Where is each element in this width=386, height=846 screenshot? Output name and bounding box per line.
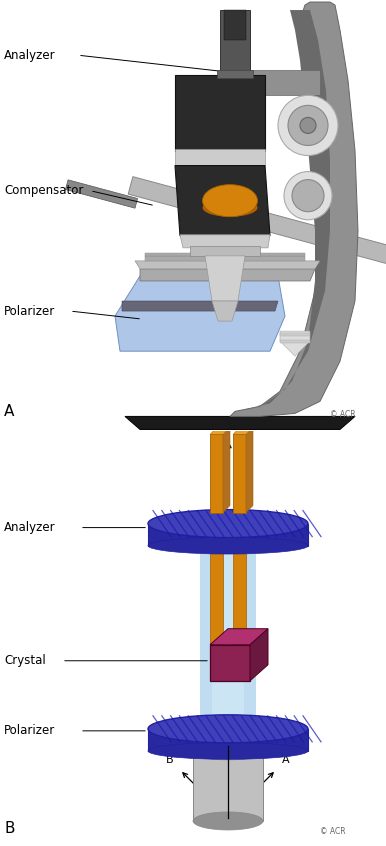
Polygon shape — [175, 149, 265, 166]
FancyBboxPatch shape — [210, 645, 250, 681]
Polygon shape — [230, 2, 358, 416]
Text: Analyzer: Analyzer — [4, 49, 56, 62]
Polygon shape — [210, 427, 230, 435]
FancyBboxPatch shape — [200, 515, 256, 746]
Ellipse shape — [193, 812, 263, 830]
Polygon shape — [245, 10, 330, 409]
Ellipse shape — [193, 742, 263, 760]
Polygon shape — [230, 70, 320, 96]
Text: A: A — [4, 404, 14, 420]
Polygon shape — [115, 276, 285, 351]
FancyBboxPatch shape — [233, 435, 246, 513]
FancyBboxPatch shape — [280, 340, 310, 343]
Ellipse shape — [148, 715, 308, 743]
Ellipse shape — [203, 184, 257, 217]
Polygon shape — [217, 70, 253, 79]
Text: Crystal: Crystal — [4, 654, 46, 667]
Polygon shape — [212, 301, 238, 321]
FancyBboxPatch shape — [128, 177, 386, 268]
Text: Compensator: Compensator — [4, 184, 83, 197]
FancyBboxPatch shape — [145, 253, 305, 255]
Circle shape — [284, 172, 332, 220]
FancyBboxPatch shape — [148, 524, 308, 546]
Text: Polarizer: Polarizer — [4, 724, 55, 738]
Circle shape — [288, 106, 328, 146]
Text: A: A — [282, 755, 290, 765]
Text: © ACR: © ACR — [320, 827, 345, 836]
Ellipse shape — [148, 509, 308, 537]
Polygon shape — [246, 427, 253, 513]
Ellipse shape — [203, 199, 257, 217]
Polygon shape — [122, 301, 278, 311]
Polygon shape — [210, 629, 268, 645]
Text: © ACR: © ACR — [330, 410, 356, 420]
Polygon shape — [233, 427, 253, 435]
Polygon shape — [140, 269, 315, 281]
Polygon shape — [223, 427, 230, 513]
Polygon shape — [220, 10, 250, 75]
Text: Polarizer: Polarizer — [4, 305, 55, 317]
FancyBboxPatch shape — [233, 546, 246, 671]
FancyBboxPatch shape — [210, 546, 223, 671]
FancyBboxPatch shape — [66, 180, 137, 208]
Polygon shape — [250, 629, 268, 681]
Ellipse shape — [148, 537, 308, 554]
FancyBboxPatch shape — [145, 255, 305, 261]
Circle shape — [300, 118, 316, 134]
Polygon shape — [180, 235, 270, 248]
Polygon shape — [280, 331, 310, 356]
Text: Analyzer: Analyzer — [4, 521, 56, 534]
Polygon shape — [135, 261, 320, 269]
Circle shape — [292, 179, 324, 212]
FancyBboxPatch shape — [212, 515, 244, 746]
Polygon shape — [224, 10, 246, 40]
Circle shape — [278, 96, 338, 156]
Ellipse shape — [148, 743, 308, 760]
Polygon shape — [125, 416, 355, 430]
Polygon shape — [205, 255, 245, 301]
Polygon shape — [175, 166, 270, 236]
Text: B: B — [166, 755, 174, 765]
Polygon shape — [190, 246, 260, 255]
FancyBboxPatch shape — [210, 435, 223, 513]
Polygon shape — [193, 746, 263, 776]
FancyBboxPatch shape — [193, 751, 263, 821]
FancyBboxPatch shape — [148, 729, 308, 751]
Polygon shape — [175, 75, 265, 151]
FancyBboxPatch shape — [280, 333, 310, 336]
Text: B: B — [4, 821, 15, 836]
